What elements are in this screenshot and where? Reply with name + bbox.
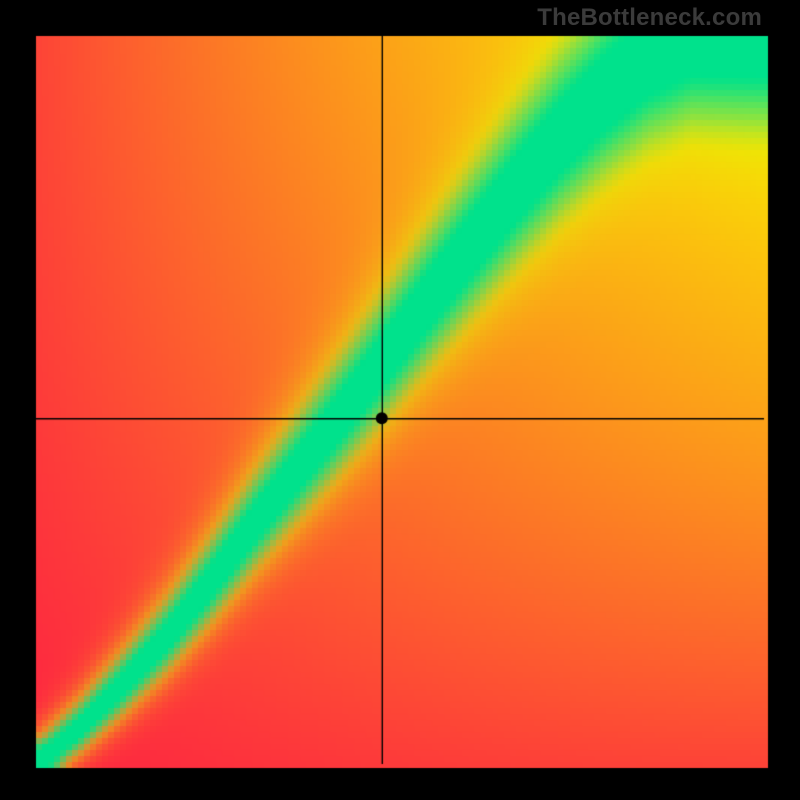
chart-stage: TheBottleneck.com (0, 0, 800, 800)
watermark-text: TheBottleneck.com (537, 4, 762, 32)
heatmap-canvas (0, 0, 800, 800)
